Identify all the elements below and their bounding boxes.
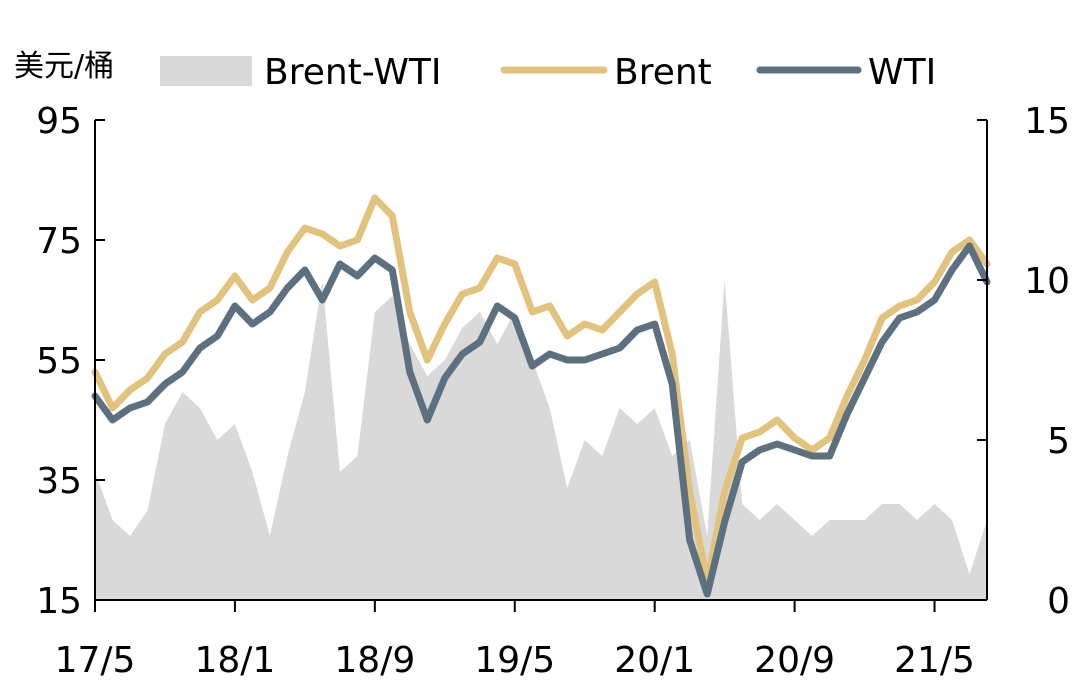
series-line-wti bbox=[91, 242, 991, 598]
x-tick-label: 20/9 bbox=[754, 640, 835, 681]
series-line-brent bbox=[91, 194, 991, 586]
y-left-tick-label: 55 bbox=[36, 341, 82, 382]
y-right-tick-label: 0 bbox=[1047, 581, 1070, 622]
x-tick-label: 18/9 bbox=[334, 640, 415, 681]
x-tick-label: 20/1 bbox=[614, 640, 695, 681]
y-left-tick-label: 75 bbox=[36, 221, 82, 262]
y-right-tick-label: 15 bbox=[1024, 101, 1070, 142]
y-left-tick-label: 15 bbox=[36, 581, 82, 622]
ticks-layer: 95 75 55 35 15 15 10 5 0 17/5 18/1 18/9 19/5 20/1 20/9… bbox=[36, 101, 1070, 681]
y-left-tick-label: 95 bbox=[36, 101, 82, 142]
x-tick-label: 18/1 bbox=[194, 640, 275, 681]
legend-label-brent: Brent bbox=[614, 52, 712, 93]
y-left-tick-label: 35 bbox=[36, 461, 82, 502]
x-tick-label: 17/5 bbox=[55, 640, 136, 681]
y-right-tick-label: 5 bbox=[1047, 421, 1070, 462]
legend: Brent-WTI Brent WTI bbox=[160, 52, 936, 93]
legend-label-wti: WTI bbox=[868, 52, 936, 93]
legend-swatch-brent-wti bbox=[160, 56, 252, 86]
legend-label-brent-wti: Brent-WTI bbox=[264, 52, 442, 93]
y-unit-label: 美元/桶 bbox=[14, 49, 114, 84]
series-area-brent-wti bbox=[95, 280, 987, 600]
x-tick-label: 21/5 bbox=[894, 640, 975, 681]
x-tick-label: 19/5 bbox=[474, 640, 555, 681]
y-right-tick-label: 10 bbox=[1024, 261, 1070, 302]
